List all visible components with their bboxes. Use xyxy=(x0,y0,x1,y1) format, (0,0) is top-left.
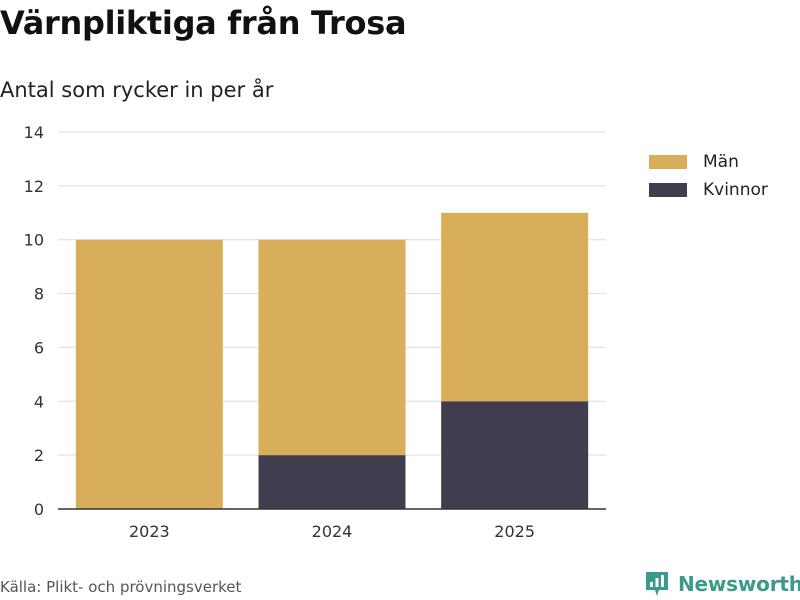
chart-title: Värnpliktiga från Trosa xyxy=(0,4,407,42)
y-tick-label: 2 xyxy=(34,446,44,465)
legend-item-man: Män xyxy=(649,148,768,176)
y-tick-label: 12 xyxy=(24,177,44,196)
legend-item-kvinnor: Kvinnor xyxy=(649,176,768,204)
legend: Män Kvinnor xyxy=(649,148,768,204)
newsworthy-logo[interactable]: Newsworthy xyxy=(644,570,800,598)
legend-label-man: Män xyxy=(703,152,739,172)
y-tick-label: 8 xyxy=(34,285,44,304)
bar-segment-kvinnor xyxy=(258,455,406,509)
bar-segment-man xyxy=(75,239,223,509)
legend-swatch-kvinnor xyxy=(649,183,687,197)
y-tick-label: 6 xyxy=(34,338,44,357)
legend-label-kvinnor: Kvinnor xyxy=(703,180,768,200)
x-tick-label: 2024 xyxy=(312,522,353,541)
chart-subtitle: Antal som rycker in per år xyxy=(0,78,274,102)
y-tick-label: 0 xyxy=(34,500,44,519)
legend-swatch-man xyxy=(649,155,687,169)
bar-segment-kvinnor xyxy=(441,401,589,509)
y-tick-label: 14 xyxy=(24,123,44,142)
y-tick-label: 10 xyxy=(24,231,44,250)
x-tick-label: 2025 xyxy=(494,522,535,541)
newsworthy-logo-text: Newsworthy xyxy=(678,572,800,596)
newsworthy-logo-icon xyxy=(646,572,668,596)
bar-segment-man xyxy=(441,212,589,402)
source-note: Källa: Plikt- och prövningsverket xyxy=(0,578,242,596)
bar-segment-man xyxy=(258,239,406,456)
x-tick-label: 2023 xyxy=(129,522,170,541)
y-tick-label: 4 xyxy=(34,392,44,411)
